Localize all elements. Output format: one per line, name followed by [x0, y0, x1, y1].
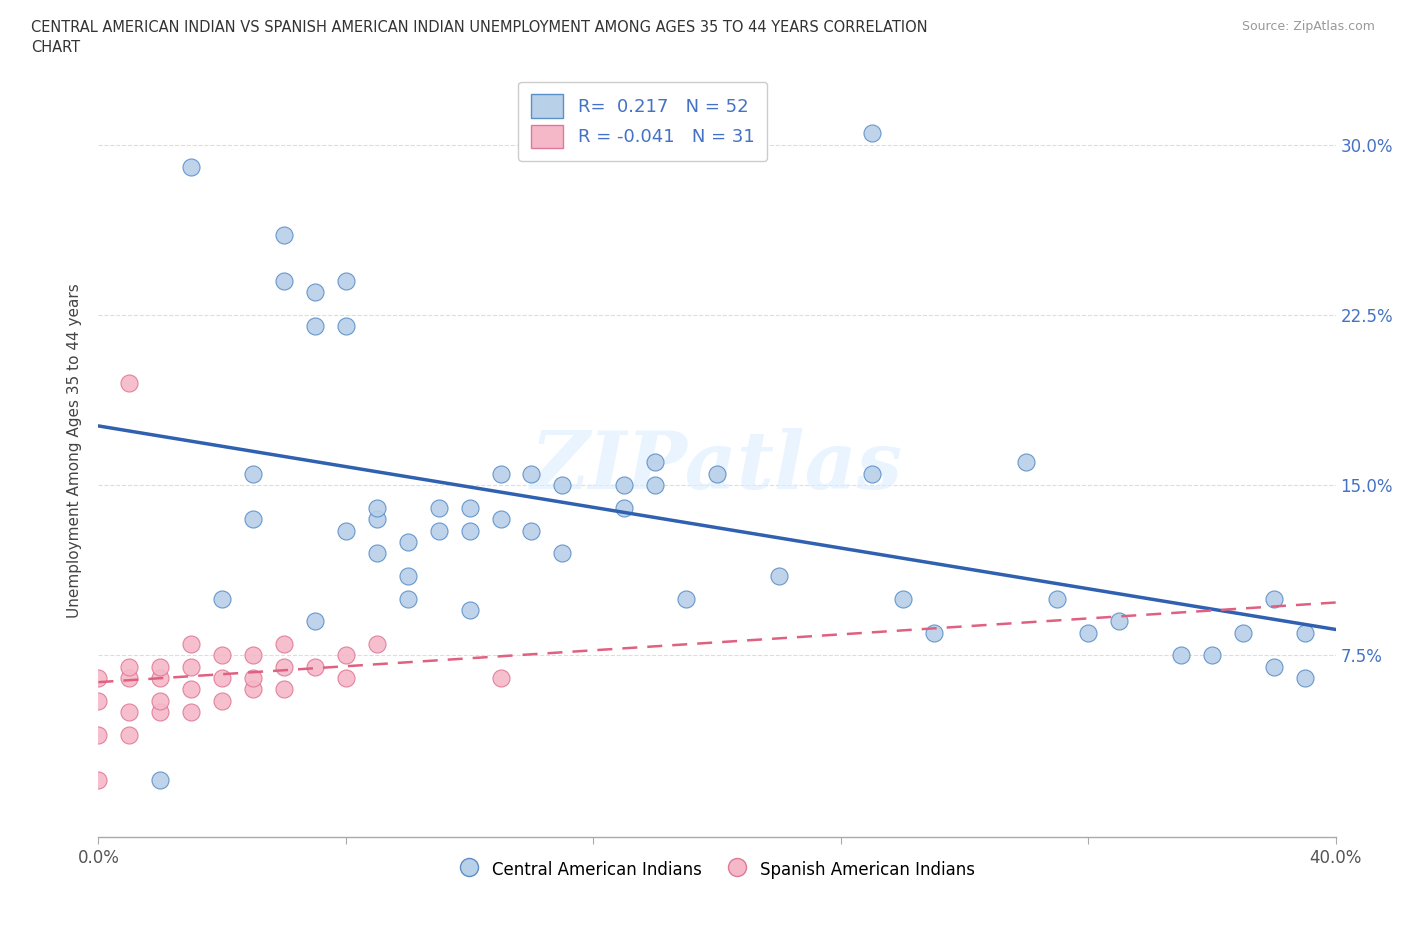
Point	[1170, 648, 1192, 663]
Point	[273, 273, 295, 288]
Point	[273, 228, 295, 243]
Point	[335, 273, 357, 288]
Point	[149, 705, 172, 720]
Point	[458, 523, 481, 538]
Point	[489, 512, 512, 526]
Text: CENTRAL AMERICAN INDIAN VS SPANISH AMERICAN INDIAN UNEMPLOYMENT AMONG AGES 35 TO: CENTRAL AMERICAN INDIAN VS SPANISH AMERI…	[31, 20, 928, 35]
Point	[644, 455, 666, 470]
Point	[644, 478, 666, 493]
Point	[211, 648, 233, 663]
Point	[242, 682, 264, 697]
Point	[242, 671, 264, 685]
Point	[118, 671, 141, 685]
Point	[1294, 671, 1316, 685]
Legend: Central American Indians, Spanish American Indians: Central American Indians, Spanish Americ…	[453, 853, 981, 886]
Point	[489, 466, 512, 481]
Point	[180, 659, 202, 674]
Point	[149, 671, 172, 685]
Point	[273, 659, 295, 674]
Point	[118, 659, 141, 674]
Point	[520, 523, 543, 538]
Point	[427, 500, 450, 515]
Point	[366, 546, 388, 561]
Point	[613, 500, 636, 515]
Point	[551, 546, 574, 561]
Point	[768, 568, 790, 583]
Point	[211, 671, 233, 685]
Point	[860, 466, 883, 481]
Point	[242, 466, 264, 481]
Text: ZIPatlas: ZIPatlas	[531, 428, 903, 505]
Point	[675, 591, 697, 606]
Point	[118, 705, 141, 720]
Text: Source: ZipAtlas.com: Source: ZipAtlas.com	[1241, 20, 1375, 33]
Point	[551, 478, 574, 493]
Point	[613, 478, 636, 493]
Point	[118, 727, 141, 742]
Point	[242, 648, 264, 663]
Point	[922, 625, 945, 640]
Point	[366, 500, 388, 515]
Point	[304, 614, 326, 629]
Point	[1015, 455, 1038, 470]
Point	[242, 512, 264, 526]
Point	[180, 160, 202, 175]
Point	[335, 523, 357, 538]
Point	[489, 671, 512, 685]
Point	[180, 682, 202, 697]
Point	[335, 319, 357, 334]
Point	[891, 591, 914, 606]
Point	[149, 694, 172, 709]
Point	[149, 659, 172, 674]
Y-axis label: Unemployment Among Ages 35 to 44 years: Unemployment Among Ages 35 to 44 years	[67, 284, 83, 618]
Point	[304, 659, 326, 674]
Point	[366, 512, 388, 526]
Point	[335, 648, 357, 663]
Point	[706, 466, 728, 481]
Point	[1108, 614, 1130, 629]
Point	[87, 727, 110, 742]
Point	[118, 376, 141, 391]
Point	[180, 637, 202, 652]
Point	[304, 319, 326, 334]
Point	[87, 694, 110, 709]
Point	[1201, 648, 1223, 663]
Point	[458, 500, 481, 515]
Point	[1077, 625, 1099, 640]
Point	[149, 773, 172, 788]
Point	[1046, 591, 1069, 606]
Point	[366, 637, 388, 652]
Point	[1232, 625, 1254, 640]
Point	[273, 637, 295, 652]
Point	[211, 694, 233, 709]
Point	[396, 568, 419, 583]
Point	[180, 705, 202, 720]
Point	[87, 671, 110, 685]
Point	[1263, 659, 1285, 674]
Point	[427, 523, 450, 538]
Point	[1294, 625, 1316, 640]
Point	[520, 466, 543, 481]
Point	[211, 591, 233, 606]
Point	[1263, 591, 1285, 606]
Point	[273, 682, 295, 697]
Point	[87, 773, 110, 788]
Point	[860, 126, 883, 140]
Point	[304, 285, 326, 299]
Point	[396, 591, 419, 606]
Text: CHART: CHART	[31, 40, 80, 55]
Point	[396, 535, 419, 550]
Point	[335, 671, 357, 685]
Point	[458, 603, 481, 618]
